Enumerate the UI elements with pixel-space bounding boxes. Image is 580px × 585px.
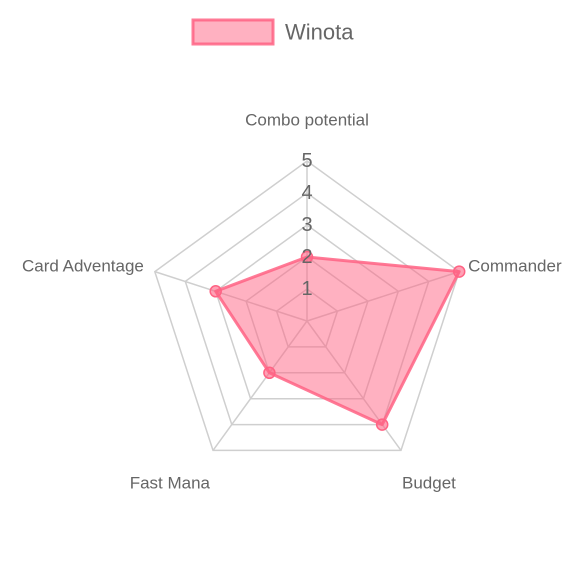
data-point-3[interactable] xyxy=(263,366,276,380)
axis-label-1: Commander xyxy=(468,256,562,275)
axis-label-0: Combo potential xyxy=(245,110,369,129)
axis-label-3: Fast Mana xyxy=(130,474,211,493)
data-point-2[interactable] xyxy=(375,418,389,431)
series-area-0 xyxy=(214,255,461,427)
tick-label-4: 4 xyxy=(301,182,312,204)
tick-labels: 1 2 3 4 5 xyxy=(301,150,312,300)
axis-label-2: Budget xyxy=(402,474,456,493)
data-point-0[interactable] xyxy=(300,250,314,264)
axis-labels: Combo potential Commander Budget Fast Mana C… xyxy=(22,110,562,492)
tick-label-5: 5 xyxy=(301,150,312,172)
data-point-1[interactable] xyxy=(452,265,466,278)
grid-ring-5 xyxy=(153,160,461,452)
legend-swatch-0[interactable] xyxy=(191,18,275,46)
legend[interactable]: Winota xyxy=(191,18,354,46)
tick-label-2: 2 xyxy=(301,246,312,268)
axis-label-4: Card Adventage xyxy=(22,256,144,275)
data-point-4[interactable] xyxy=(209,285,222,298)
tick-label-1: 1 xyxy=(301,278,312,300)
legend-label-0[interactable]: Winota xyxy=(285,20,354,45)
series-layer xyxy=(209,250,466,431)
tick-label-3: 3 xyxy=(301,214,312,236)
